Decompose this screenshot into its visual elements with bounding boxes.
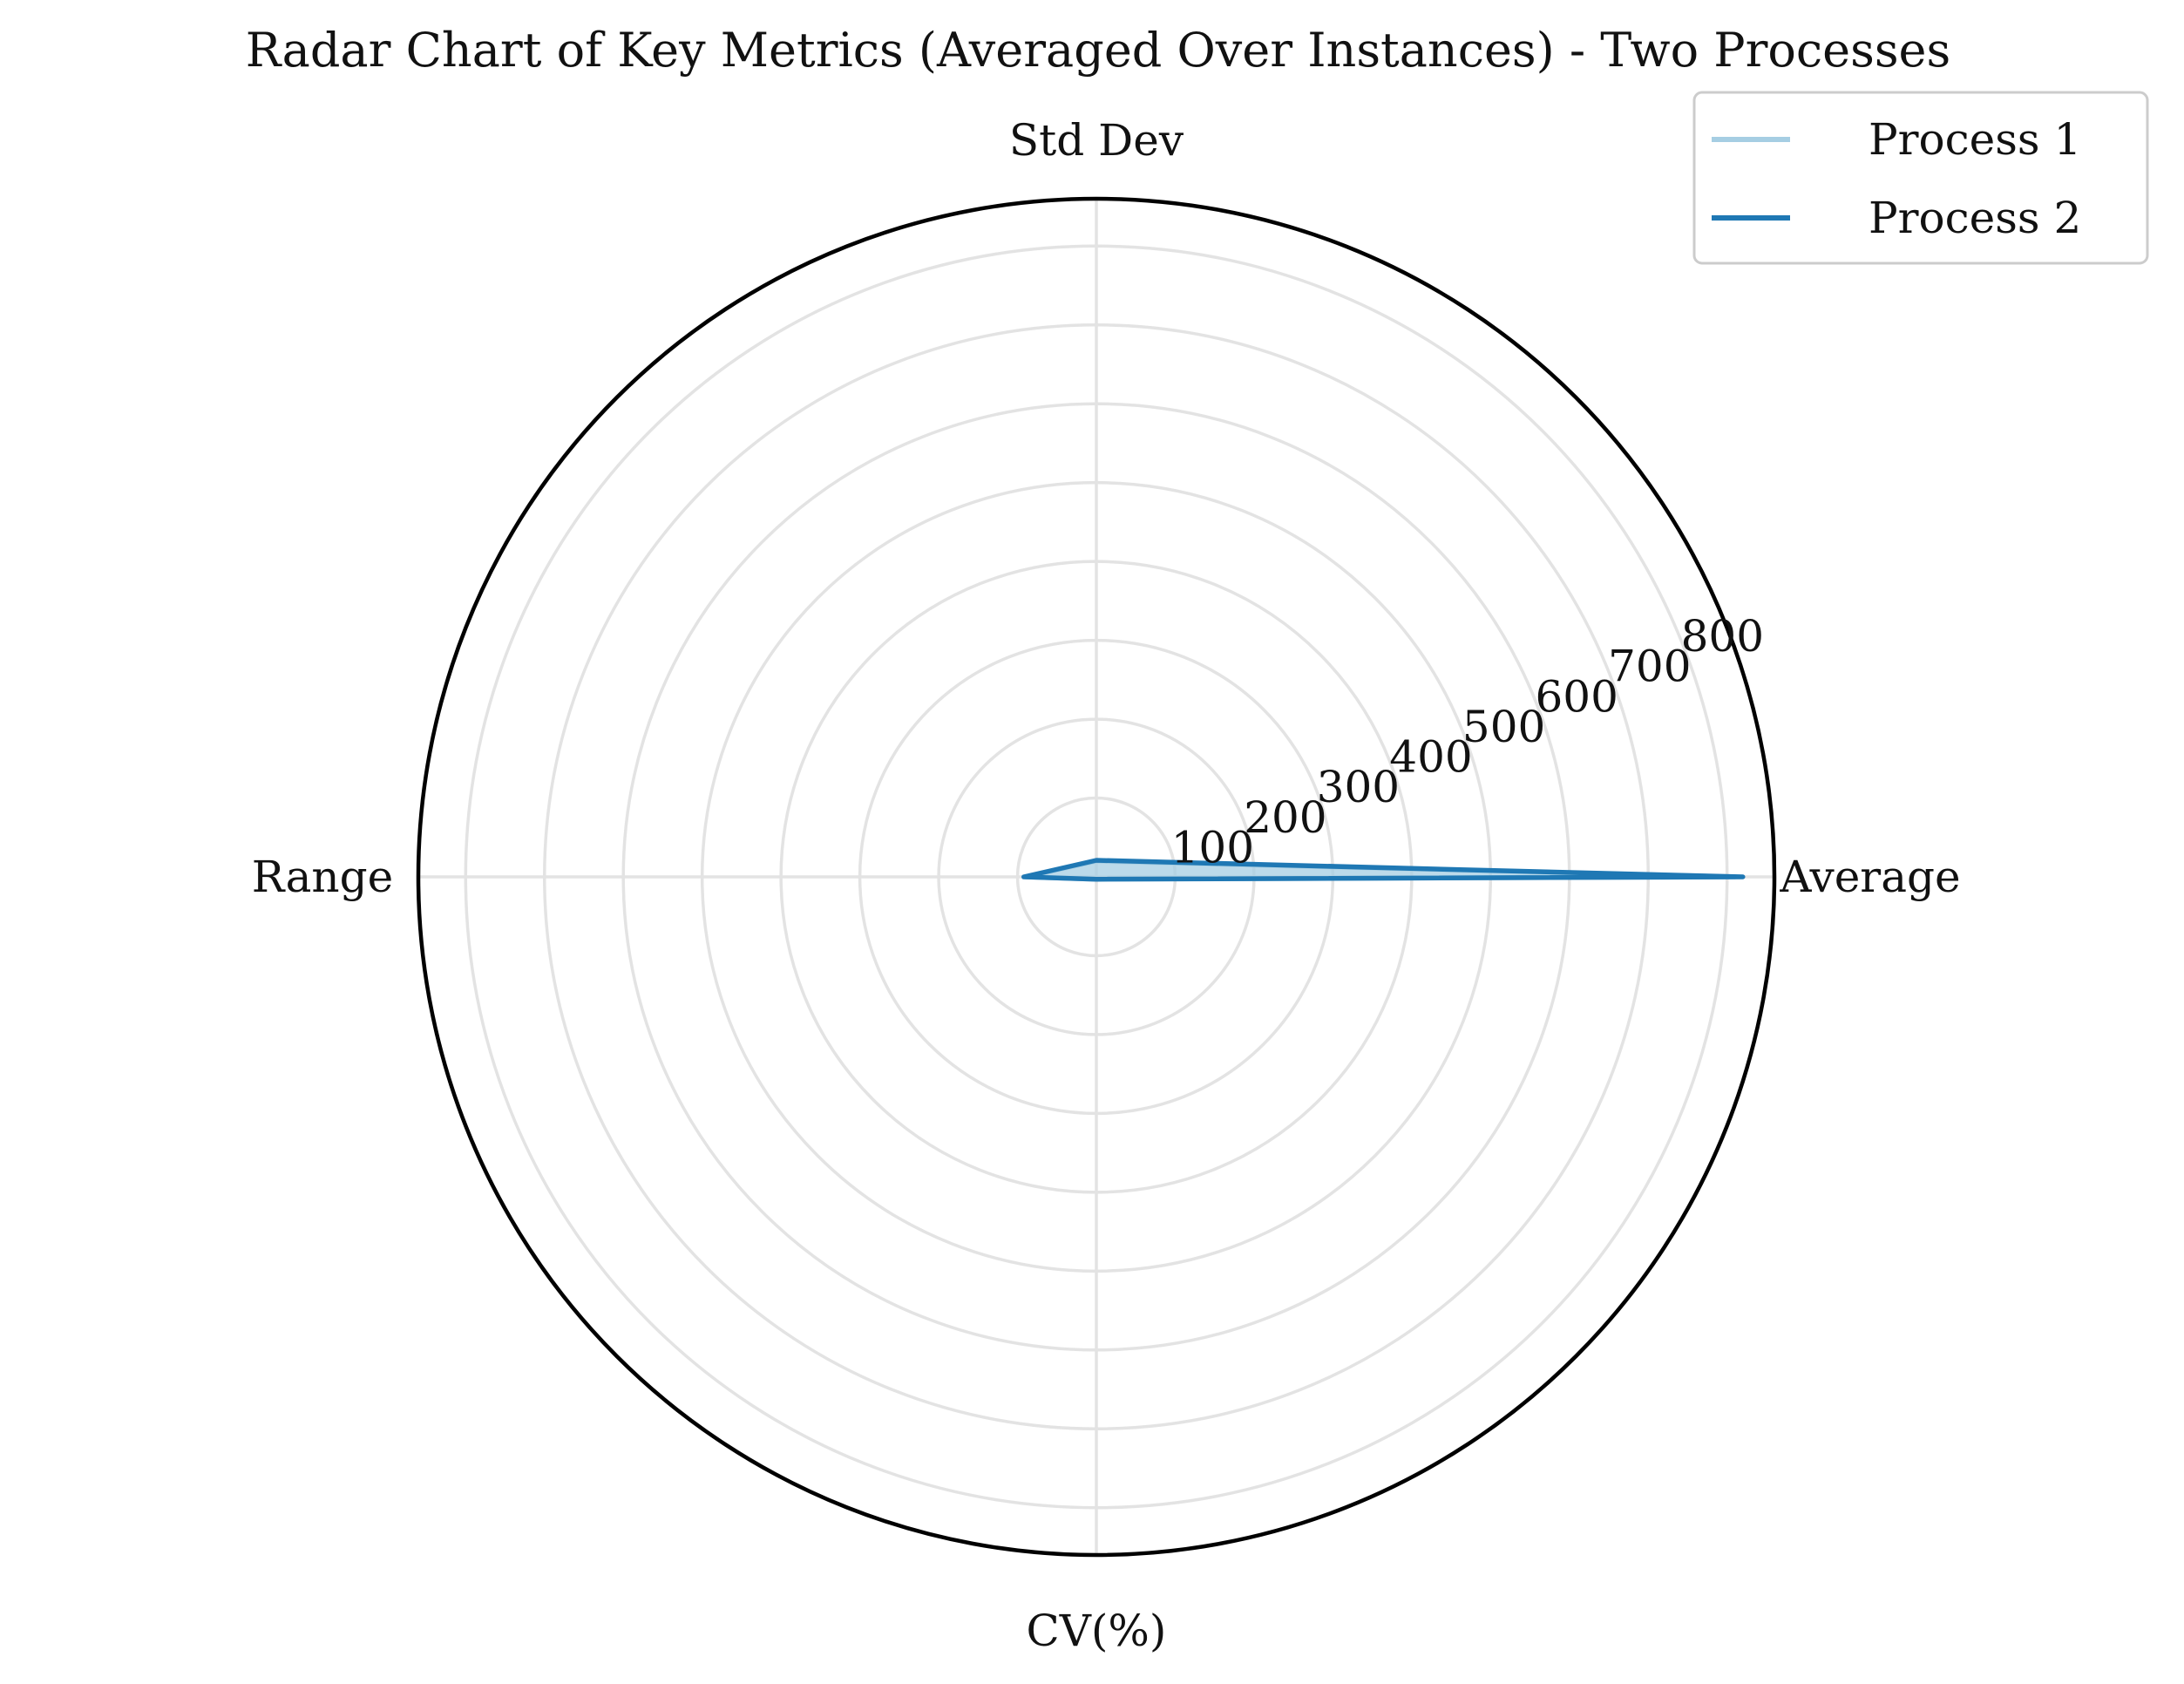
category-label-std-dev: Std Dev: [1009, 115, 1184, 166]
series-layer: [1021, 858, 1746, 882]
radial-tick-label-800: 800: [1681, 611, 1764, 662]
category-label-range: Range: [252, 852, 393, 902]
series-line-2: [1021, 858, 1746, 882]
radial-tick-label-700: 700: [1608, 642, 1691, 692]
radial-tick-label-500: 500: [1462, 702, 1545, 752]
category-labels: Average Std Dev Range CV(%): [252, 115, 1961, 1656]
radial-tick-label-300: 300: [1317, 762, 1400, 812]
legend-label-1: Process 1: [1869, 114, 2081, 165]
chart-title: Radar Chart of Key Metrics (Averaged Ove…: [246, 23, 1950, 78]
radial-tick-label-100: 100: [1171, 822, 1254, 873]
legend-box: [1692, 91, 2149, 265]
radial-tick-label-200: 200: [1244, 792, 1326, 843]
legend: Process 1 Process 2: [1692, 91, 2149, 265]
category-label-cv: CV(%): [1027, 1606, 1167, 1656]
radial-tick-label-400: 400: [1389, 732, 1472, 783]
category-label-average: Average: [1779, 852, 1960, 902]
radial-tick-label-600: 600: [1536, 671, 1618, 722]
legend-label-2: Process 2: [1869, 193, 2081, 243]
outer-frame: [416, 196, 1777, 1558]
